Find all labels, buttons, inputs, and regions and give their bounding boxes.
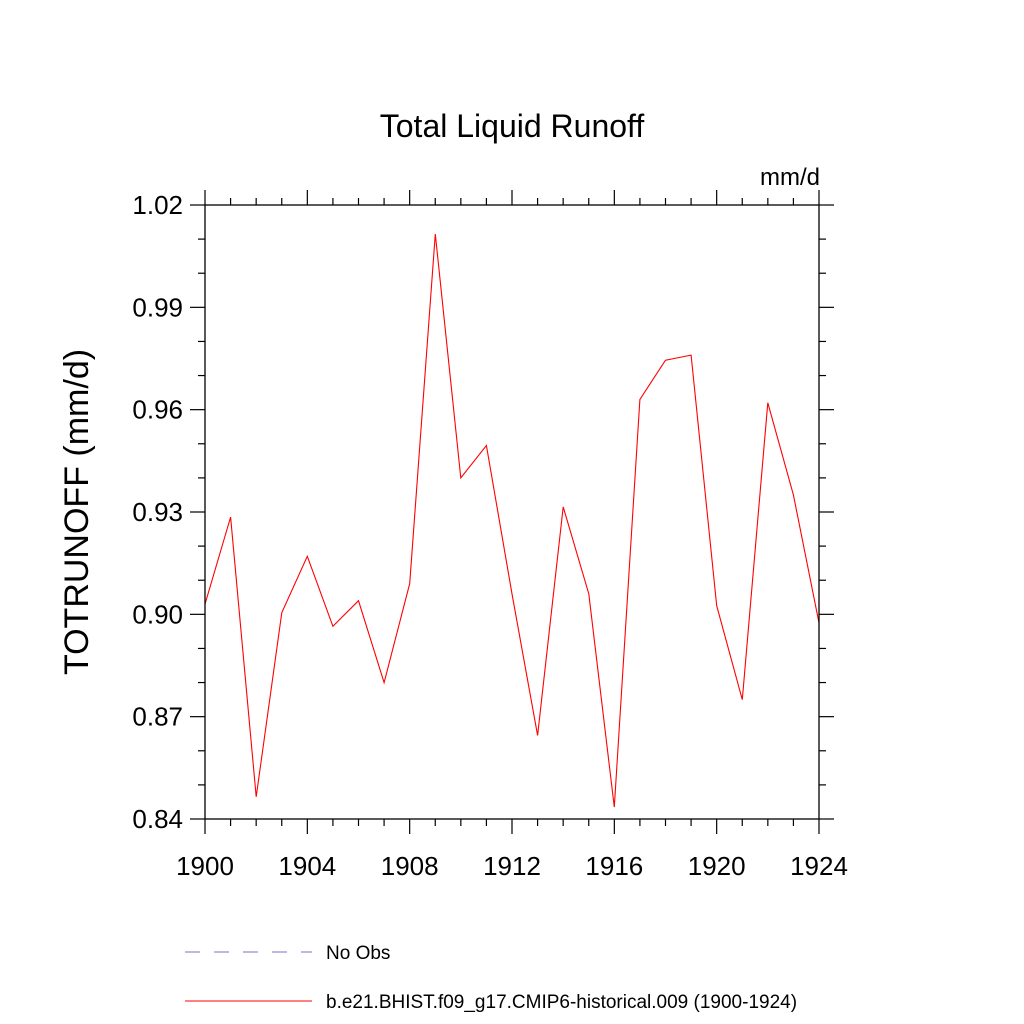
tick-marks — [190, 190, 834, 834]
y-axis-label: TOTRUNOFF (mm/d) — [58, 349, 96, 675]
y-tick-label: 0.84 — [132, 804, 183, 834]
y-tick-label: 0.96 — [132, 395, 183, 425]
units-label: mm/d — [760, 164, 820, 191]
y-tick-label: 0.87 — [132, 702, 183, 732]
x-tick-label: 1908 — [381, 851, 439, 881]
x-tick-label: 1912 — [483, 851, 541, 881]
y-tick-label: 0.90 — [132, 599, 183, 629]
x-tick-label: 1904 — [278, 851, 336, 881]
x-tick-label: 1900 — [176, 851, 234, 881]
y-tick-label: 0.99 — [132, 292, 183, 322]
y-tick-label: 0.93 — [132, 497, 183, 527]
y-tick-label: 1.02 — [132, 190, 183, 220]
x-tick-label: 1924 — [790, 851, 848, 881]
series-line — [204, 233, 820, 808]
series-layer — [204, 233, 820, 808]
x-tick-label: 1916 — [585, 851, 643, 881]
x-tick-labels: 1900 1904 1908 1912 1916 1920 1924 — [176, 851, 848, 881]
x-tick-label: 1920 — [688, 851, 746, 881]
legend-label: b.e21.BHIST.f09_g17.CMIP6-historical.009… — [326, 992, 797, 1013]
legend-label: No Obs — [326, 943, 390, 964]
y-tick-labels: 0.84 0.87 0.90 0.93 0.96 0.99 1.02 — [132, 190, 183, 834]
plot-frame — [204, 204, 820, 820]
chart-title: Total Liquid Runoff — [380, 108, 645, 144]
legend: No Obs b.e21.BHIST.f09_g17.CMIP6-historic… — [185, 943, 797, 1013]
